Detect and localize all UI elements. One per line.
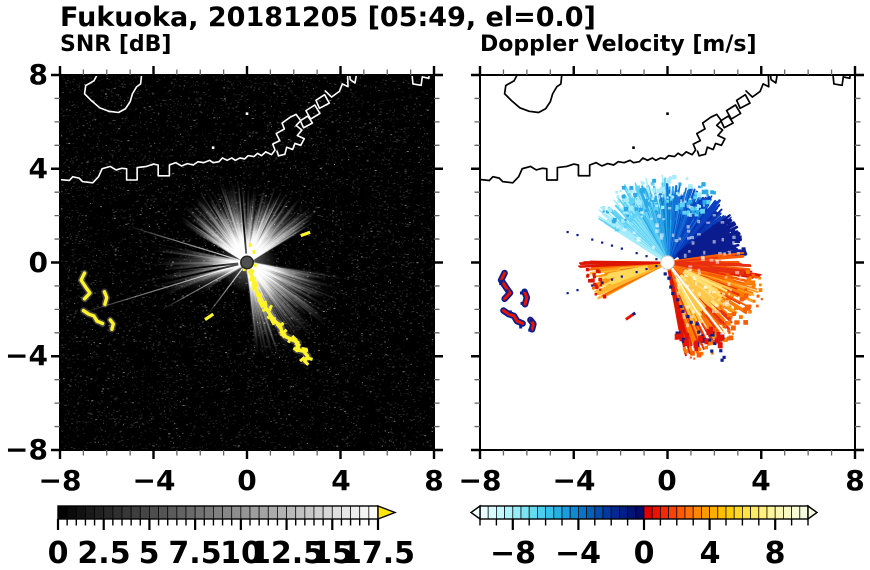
velocity-colorbar-label: 8: [764, 536, 786, 570]
snr-colorbar-label: 10: [220, 536, 262, 570]
y-tick-label: 0: [28, 246, 48, 279]
snr-colorbar-label: 12.5: [249, 536, 325, 570]
x-tick-label: −4: [552, 464, 596, 497]
snr-colorbar-label: 2.5: [77, 536, 131, 570]
snr-colorbar-label: 15: [311, 536, 353, 570]
y-tick-label: −8: [5, 433, 48, 466]
velocity-panel-title: Doppler Velocity [m/s]: [480, 32, 757, 57]
velocity-colorbar-label: −4: [554, 536, 602, 570]
figure-title: Fukuoka, 20181205 [05:49, el=0.0]: [60, 2, 596, 33]
snr-colorbar-label: 0: [47, 536, 69, 570]
x-tick-label: 4: [751, 464, 771, 497]
snr-colorbar-label: 5: [138, 536, 160, 570]
velocity-colorbar-label: −8: [489, 536, 537, 570]
x-tick-label: 8: [424, 464, 444, 497]
snr-colorbar-label: 7.5: [168, 536, 222, 570]
x-tick-label: 8: [845, 464, 865, 497]
x-tick-label: −4: [132, 464, 176, 497]
x-tick-label: 0: [657, 464, 677, 497]
x-tick-label: 0: [237, 464, 257, 497]
y-tick-label: −4: [5, 339, 48, 372]
velocity-colorbar-label: 0: [633, 536, 655, 570]
y-tick-label: 4: [28, 152, 48, 185]
velocity-colorbar-label: 4: [699, 536, 721, 570]
snr-colorbar-label: 17.5: [340, 536, 416, 570]
y-tick-label: 8: [28, 58, 48, 91]
x-tick-label: −8: [458, 464, 502, 497]
x-tick-label: 4: [331, 464, 351, 497]
x-tick-label: −8: [38, 464, 82, 497]
snr-panel-title: SNR [dB]: [60, 32, 172, 57]
